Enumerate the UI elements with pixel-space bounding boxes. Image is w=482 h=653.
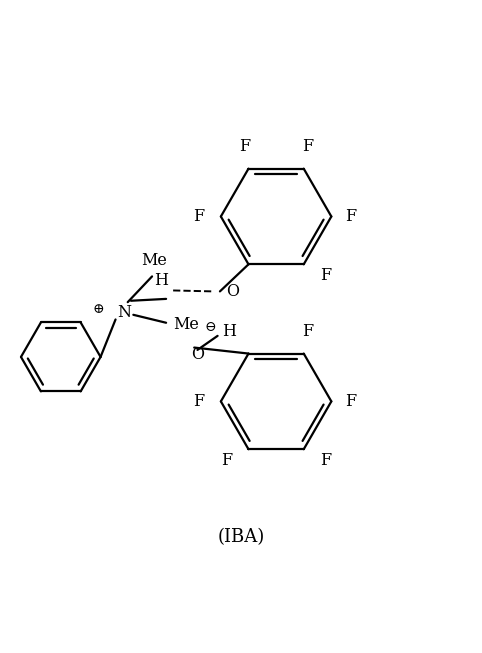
Text: F: F bbox=[193, 393, 204, 410]
Text: F: F bbox=[302, 323, 313, 340]
Text: F: F bbox=[239, 138, 250, 155]
Text: F: F bbox=[320, 266, 331, 283]
Text: F: F bbox=[320, 452, 331, 469]
Text: F: F bbox=[302, 138, 313, 155]
Text: H: H bbox=[222, 323, 236, 340]
Text: Me: Me bbox=[173, 315, 199, 332]
Text: H: H bbox=[154, 272, 168, 289]
Text: ⊕: ⊕ bbox=[93, 302, 104, 315]
Text: ⊖: ⊖ bbox=[205, 321, 216, 334]
Text: F: F bbox=[193, 208, 204, 225]
Text: F: F bbox=[346, 208, 357, 225]
Text: F: F bbox=[346, 393, 357, 410]
Text: (IBA): (IBA) bbox=[217, 528, 265, 546]
Text: O: O bbox=[191, 346, 204, 363]
Text: F: F bbox=[221, 452, 232, 469]
Text: O: O bbox=[226, 283, 239, 300]
Text: N: N bbox=[117, 304, 131, 321]
Text: Me: Me bbox=[141, 253, 167, 270]
